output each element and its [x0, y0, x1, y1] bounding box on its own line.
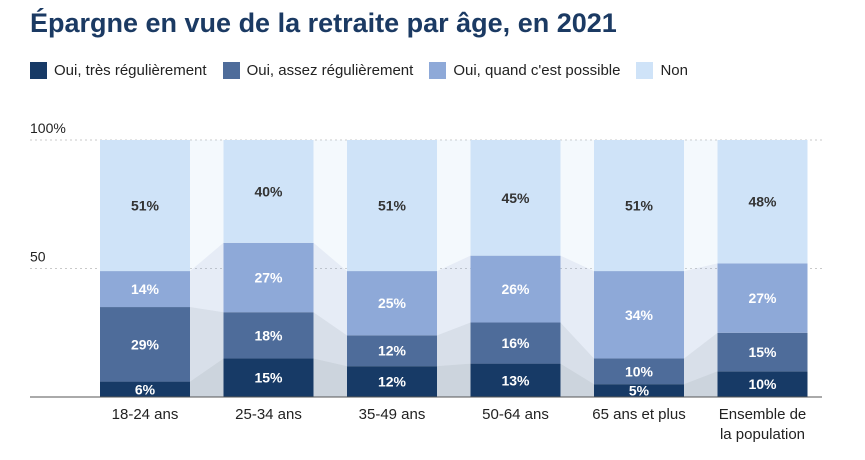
- bar-segment-1-3: [223, 140, 314, 243]
- value-label-5-3: 48%: [748, 194, 777, 210]
- chart-title: Épargne en vue de la retraite par âge, e…: [30, 8, 617, 38]
- connector-2-2: [437, 255, 471, 336]
- legend-swatch-assez-regulierement: [222, 62, 240, 79]
- y-tick-label-100: 100%: [30, 120, 66, 136]
- category-label-5-0: Ensemble de: [719, 406, 807, 423]
- connector-1-2: [313, 242, 347, 336]
- bar-segment-2-1: [347, 335, 437, 367]
- value-label-2-3: 51%: [378, 198, 407, 214]
- bar-segment-5-0: [717, 371, 808, 397]
- bar-segment-2-0: [347, 366, 437, 397]
- value-label-0-3: 51%: [131, 198, 160, 214]
- bar-segment-2-2: [347, 271, 437, 336]
- legend-item-non: Non: [636, 62, 688, 79]
- bar-segment-0-3: [100, 140, 190, 272]
- category-label-2-0: 35-49 ans: [359, 406, 426, 423]
- connector-3-3: [560, 140, 594, 272]
- value-label-3-2: 26%: [501, 281, 530, 297]
- legend-swatch-quand-possible: [429, 62, 447, 79]
- bar-segment-4-1: [594, 358, 684, 385]
- value-label-0-1: 29%: [131, 336, 160, 352]
- bar-segment-5-2: [717, 263, 808, 333]
- category-label-1-0: 25-34 ans: [235, 406, 302, 423]
- connector-4-2: [684, 263, 718, 359]
- connector-2-3: [437, 140, 471, 272]
- bar-segment-1-0: [223, 358, 314, 397]
- legend-item-tres-regulierement: Oui, très régulièrement: [30, 62, 207, 79]
- value-label-1-3: 40%: [254, 183, 283, 199]
- value-label-4-0: 5%: [629, 383, 650, 399]
- category-label-5-1: la population: [720, 426, 805, 443]
- bar-segment-2-3: [347, 140, 437, 272]
- legend-swatch-non: [636, 62, 654, 79]
- legend-item-quand-possible: Oui, quand c'est possible: [429, 62, 620, 79]
- connector-2-1: [437, 322, 471, 367]
- bar-segment-0-0: [100, 381, 190, 397]
- value-label-5-0: 10%: [748, 376, 777, 392]
- bar-segment-1-1: [223, 312, 314, 359]
- bar-segment-0-1: [100, 307, 190, 382]
- connector-4-3: [684, 140, 718, 272]
- bar-segment-5-1: [717, 332, 808, 372]
- bar-segment-4-2: [594, 271, 684, 359]
- legend-label-tres-regulierement: Oui, très régulièrement: [54, 62, 207, 79]
- bar-segment-3-1: [470, 322, 561, 364]
- legend-item-assez-regulierement: Oui, assez régulièrement: [222, 62, 414, 79]
- bar-segment-3-0: [470, 363, 561, 397]
- category-label-3-0: 50-64 ans: [482, 406, 549, 423]
- value-label-4-3: 51%: [625, 198, 654, 214]
- value-label-3-1: 16%: [501, 335, 530, 351]
- bar-segment-5-3: [717, 140, 808, 264]
- bar-segment-0-2: [100, 271, 190, 308]
- bar-segment-4-0: [594, 384, 684, 397]
- value-label-1-0: 15%: [254, 370, 283, 386]
- legend-label-assez-regulierement: Oui, assez régulièrement: [246, 62, 414, 79]
- value-label-2-0: 12%: [378, 374, 407, 390]
- value-label-0-0: 6%: [135, 381, 156, 397]
- legend-label-non: Non: [660, 62, 688, 79]
- legend-label-quand-possible: Oui, quand c'est possible: [453, 62, 621, 79]
- value-label-3-3: 45%: [501, 190, 530, 206]
- connector-1-1: [313, 312, 347, 367]
- connector-3-0: [560, 363, 594, 397]
- value-label-4-2: 34%: [625, 307, 654, 323]
- bar-segment-4-3: [594, 140, 684, 272]
- bar-segment-3-3: [470, 140, 561, 256]
- connector-3-1: [560, 322, 594, 385]
- category-label-4-0: 65 ans et plus: [592, 406, 685, 423]
- value-label-2-1: 12%: [378, 343, 407, 359]
- value-label-4-1: 10%: [625, 363, 654, 379]
- connector-0-3: [190, 140, 224, 272]
- value-label-0-2: 14%: [131, 281, 160, 297]
- category-label-0-0: 18-24 ans: [112, 406, 179, 423]
- value-label-1-1: 18%: [254, 327, 283, 343]
- value-label-2-2: 25%: [378, 295, 407, 311]
- bar-segment-1-2: [223, 242, 314, 313]
- connector-4-1: [684, 332, 718, 385]
- connector-3-2: [560, 255, 594, 359]
- chart-legend: Oui, très régulièrement Oui, assez régul…: [30, 62, 688, 79]
- y-tick-label-50: 50: [30, 249, 46, 265]
- connector-1-3: [313, 140, 347, 272]
- legend-swatch-tres-regulierement: [30, 62, 47, 79]
- connector-1-0: [313, 358, 347, 397]
- connector-0-2: [190, 242, 224, 313]
- bar-segment-3-2: [470, 255, 561, 323]
- value-label-1-2: 27%: [254, 269, 283, 285]
- value-label-5-2: 27%: [748, 290, 777, 306]
- connector-4-0: [684, 371, 718, 397]
- connector-0-0: [190, 358, 224, 397]
- connector-2-0: [437, 363, 471, 397]
- value-label-5-1: 15%: [748, 344, 777, 360]
- connector-0-1: [190, 307, 224, 382]
- value-label-3-0: 13%: [501, 372, 530, 388]
